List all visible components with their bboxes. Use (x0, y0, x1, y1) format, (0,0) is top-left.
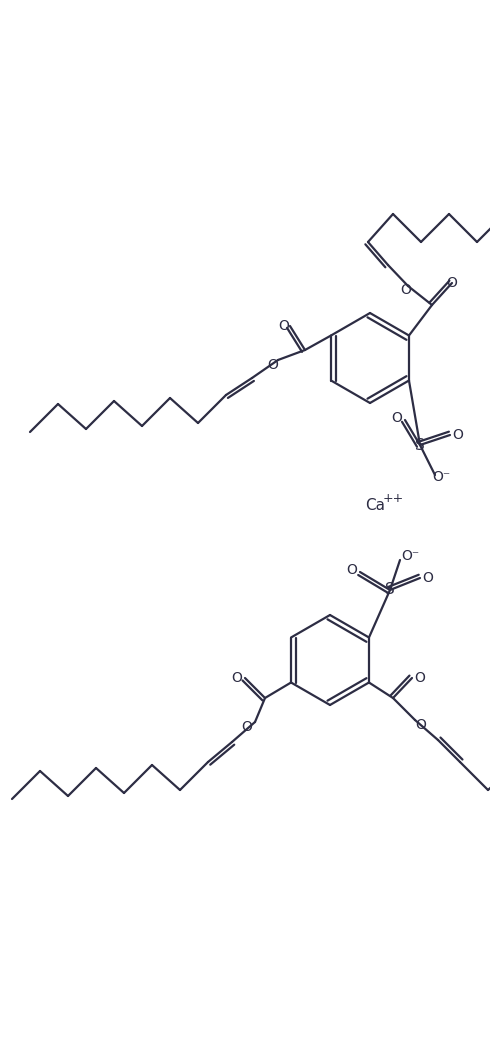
Text: S: S (385, 583, 395, 597)
Text: O: O (416, 718, 426, 732)
Text: O: O (346, 563, 357, 577)
Text: O: O (242, 720, 252, 734)
Text: O: O (422, 571, 434, 585)
Text: O: O (446, 276, 458, 290)
Text: ++: ++ (382, 493, 404, 505)
Text: O⁻: O⁻ (432, 470, 450, 484)
Text: O: O (415, 671, 425, 685)
Text: O: O (278, 319, 290, 333)
Text: O⁻: O⁻ (401, 549, 419, 563)
Text: O: O (400, 283, 412, 296)
Text: O: O (453, 428, 464, 442)
Text: Ca: Ca (365, 498, 385, 513)
Text: S: S (415, 437, 425, 452)
Text: O: O (232, 671, 243, 685)
Text: O: O (392, 411, 402, 425)
Text: O: O (268, 358, 278, 372)
